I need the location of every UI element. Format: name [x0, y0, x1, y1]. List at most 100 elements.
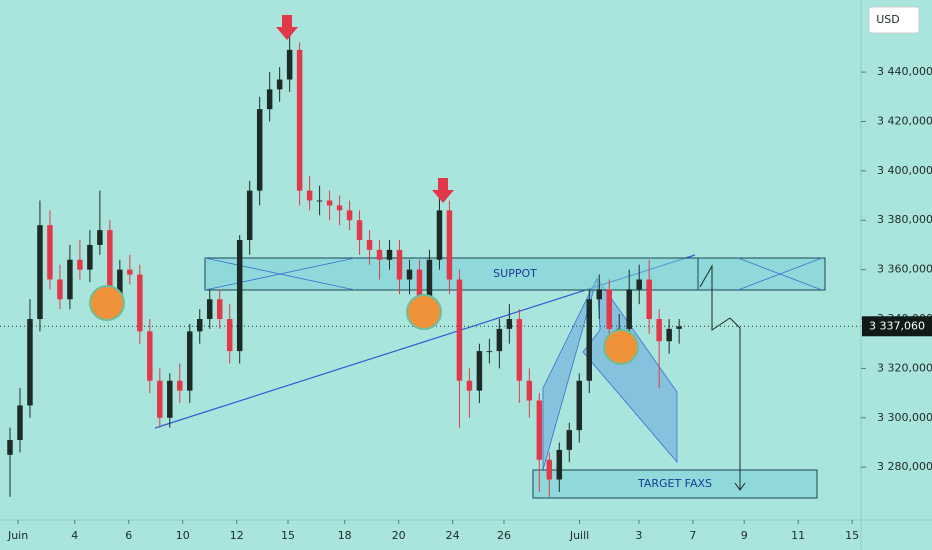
candle-body [37, 225, 43, 320]
candle-body [676, 326, 682, 329]
projection-path [699, 264, 741, 490]
candle-body [147, 331, 153, 381]
candle-body [356, 220, 363, 240]
candle-body [276, 79, 283, 90]
candle-body [506, 319, 513, 329]
candle-body [67, 259, 73, 300]
down-arrow [432, 178, 454, 203]
candle-body [236, 240, 243, 352]
candle-body [47, 225, 53, 280]
support-zone-ext [697, 257, 826, 291]
overlay: SUPPOT TARGET FAXS USD 3 337,060 [89, 6, 932, 491]
x-tick-label: 11 [791, 529, 805, 542]
down-arrow [276, 15, 298, 40]
y-tick-label: 3 360,000 [877, 263, 932, 276]
x-tick-label: Juill [569, 529, 589, 542]
candle-body [97, 230, 103, 245]
candle-body [167, 380, 173, 418]
candle-body [596, 289, 602, 300]
candle-body [546, 459, 553, 480]
zone-cross [204, 257, 356, 291]
candle-body [27, 319, 33, 406]
y-tick-label: 3 280,000 [877, 460, 932, 473]
candle-body [7, 440, 13, 455]
candle-body [157, 380, 163, 418]
candle-body [266, 89, 273, 110]
candle-body [436, 210, 443, 260]
target-zone [532, 469, 818, 499]
y-tick-label: 3 400,000 [877, 164, 932, 177]
candle-body [127, 269, 133, 275]
candle-body [187, 331, 193, 391]
candle-body [646, 279, 652, 320]
candle-body [486, 351, 493, 353]
candle-body [556, 449, 563, 480]
candle-body [346, 210, 353, 221]
candle-body [306, 190, 313, 201]
candle-body [656, 319, 662, 342]
x-tick-label: 26 [497, 529, 511, 542]
candle-body [516, 319, 523, 381]
arrow-head [734, 482, 746, 491]
candle-body [226, 319, 233, 352]
candle-body [197, 319, 203, 332]
y-tick-label: 3 380,000 [877, 213, 932, 226]
x-tick-label: Juin [7, 529, 28, 542]
candle-body [606, 289, 612, 329]
candle-body [466, 380, 473, 391]
candle-body [336, 205, 343, 211]
marker-circle [406, 294, 442, 330]
currency-box[interactable] [868, 6, 920, 34]
candle-body [396, 249, 403, 280]
last-price-box [862, 316, 932, 337]
candle-body [666, 328, 672, 342]
x-tick-label: 7 [689, 529, 696, 542]
candle-body [386, 249, 393, 260]
candle-body [256, 109, 263, 191]
currency[interactable]: USD [876, 13, 900, 26]
x-tick-label: 15 [845, 529, 859, 542]
candle-body [117, 269, 123, 300]
support-label: SUPPOT [493, 267, 537, 280]
candle-body [326, 200, 333, 206]
candle-body [177, 380, 183, 391]
candle-body [456, 279, 463, 381]
candle-body [576, 380, 583, 431]
marker-circle [603, 329, 639, 365]
candle-body [376, 249, 383, 260]
candle-body [216, 299, 223, 320]
candle-body [17, 405, 23, 440]
x-tick-label: 15 [281, 529, 295, 542]
candle-body [536, 400, 543, 460]
candle-body [286, 49, 293, 80]
candle-body [107, 230, 113, 300]
candle-body [316, 200, 323, 202]
x-tick-label: 9 [741, 529, 748, 542]
y-tick-label: 3 320,000 [877, 361, 932, 374]
y-tick-label: 3 440,000 [877, 65, 932, 78]
candle-body [446, 210, 453, 280]
candle-body [416, 269, 423, 300]
y-tick-label: 3 420,000 [877, 114, 932, 127]
x-tick-label: 18 [338, 529, 352, 542]
candle-body [77, 259, 83, 270]
candle-body [206, 299, 213, 320]
x-tick-label: 10 [176, 529, 190, 542]
candle-body [496, 328, 503, 352]
candle-body [57, 279, 63, 300]
candle-body [566, 430, 573, 450]
x-tick-label: 3 [635, 529, 642, 542]
x-tick-label: 4 [71, 529, 78, 542]
candle-body [526, 380, 533, 401]
candle-body [626, 289, 632, 329]
x-tick-label: 6 [125, 529, 132, 542]
candle-body [366, 240, 373, 250]
last-price-label: 3 337,060 [869, 319, 925, 332]
candle-body [246, 190, 253, 240]
candle-body [137, 274, 143, 332]
candle-body [296, 49, 303, 191]
x-tick-label: 20 [392, 529, 406, 542]
